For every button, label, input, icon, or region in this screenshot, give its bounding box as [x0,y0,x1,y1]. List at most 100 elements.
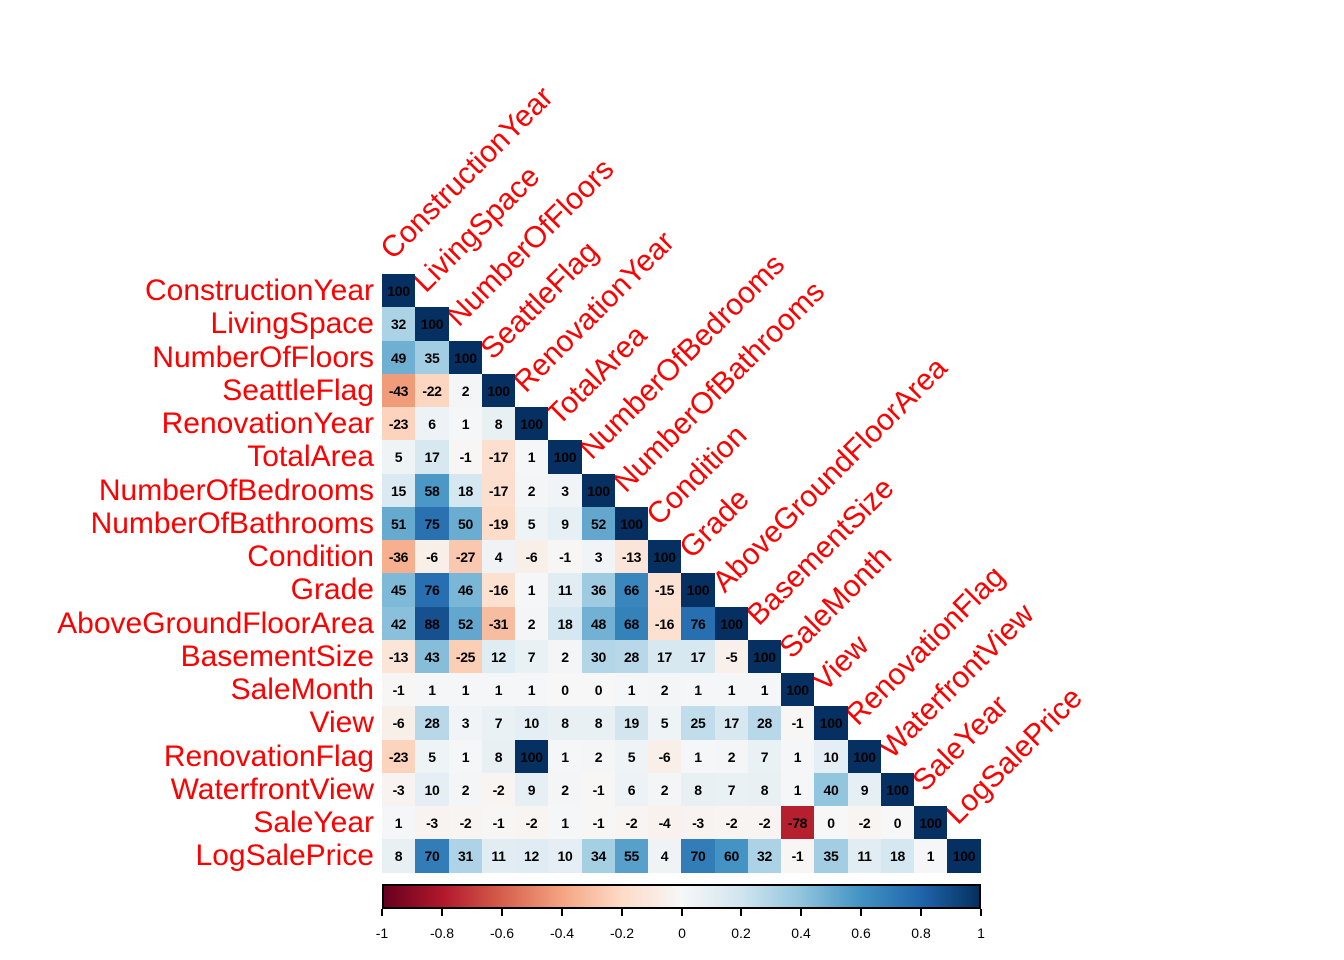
matrix-cell: 100 [515,740,548,773]
matrix-cell: 1 [449,740,482,773]
matrix-cell: 45 [382,573,415,607]
matrix-cell: -2 [748,806,781,839]
matrix-cell: 52 [582,507,615,540]
matrix-cell: -6 [415,540,449,573]
matrix-cell: -23 [382,407,415,440]
matrix-cell: 5 [382,440,415,474]
matrix-cell: 58 [415,474,449,507]
matrix-cell: 2 [515,474,548,507]
row-label-RenovationYear: RenovationYear [161,407,374,441]
matrix-cell: 88 [415,607,449,640]
colorbar-tick-label: -0.2 [609,925,635,941]
matrix-cell: 100 [482,374,515,407]
matrix-cell: -25 [449,640,482,673]
matrix-cell: 2 [548,773,582,806]
matrix-cell: 100 [914,806,947,839]
row-label-BasementSize: BasementSize [180,639,374,673]
matrix-cell: 2 [715,740,748,773]
matrix-cell: -6 [648,740,681,773]
matrix-cell: 32 [748,839,781,873]
row-label-Condition: Condition [247,540,374,574]
row-label-LogSalePrice: LogSalePrice [195,839,374,873]
matrix-cell: 100 [748,640,781,673]
matrix-cell: 48 [582,607,615,640]
matrix-cell: 50 [449,507,482,540]
matrix-cell: -2 [482,773,515,806]
matrix-cell: 100 [814,706,848,740]
matrix-cell: 10 [814,740,848,773]
matrix-cell: 5 [615,740,648,773]
matrix-cell: 7 [515,640,548,673]
row-label-View: View [309,706,374,740]
matrix-cell: 3 [548,474,582,507]
matrix-cell: 76 [415,573,449,607]
matrix-cell: 100 [548,440,582,474]
matrix-cell: 100 [449,341,482,374]
matrix-cell: 18 [449,474,482,507]
matrix-cell: 0 [881,806,914,839]
matrix-cell: 1 [515,673,548,706]
matrix-cell: 5 [648,706,681,740]
colorbar [382,884,981,909]
matrix-cell: 1 [681,740,715,773]
matrix-cell: 6 [415,407,449,440]
matrix-cell: -1 [582,773,615,806]
colorbar-tick-label: 0.6 [851,925,871,941]
colorbar-tick-label: -0.4 [549,925,575,941]
colorbar-tick-label: 0 [678,925,686,941]
row-label-TotalArea: TotalArea [247,440,374,474]
matrix-cell: 76 [681,607,715,640]
colorbar-tick-label: 1 [977,925,985,941]
matrix-cell: 17 [648,640,681,673]
matrix-cell: 8 [482,407,515,440]
matrix-cell: -16 [482,573,515,607]
matrix-cell: 1 [382,806,415,839]
matrix-cell: 2 [548,640,582,673]
matrix-cell: 1 [449,407,482,440]
matrix-cell: 2 [515,607,548,640]
matrix-cell: 0 [814,806,848,839]
matrix-cell: 100 [382,274,415,307]
matrix-cell: -31 [482,607,515,640]
row-label-Grade: Grade [290,573,374,607]
matrix-cell: 8 [482,740,515,773]
row-label-NumberOfBedrooms: NumberOfBedrooms [98,473,374,507]
matrix-cell: 1 [715,673,748,706]
matrix-cell: 46 [449,573,482,607]
matrix-cell: 28 [748,706,781,740]
matrix-cell: 100 [648,540,681,573]
matrix-cell: 100 [515,407,548,440]
matrix-cell: 70 [681,839,715,873]
matrix-cell: 19 [615,706,648,740]
matrix-cell: 1 [781,740,814,773]
matrix-cell: 70 [415,839,449,873]
matrix-cell: 15 [382,474,415,507]
matrix-cell: -17 [482,440,515,474]
matrix-cell: 8 [582,706,615,740]
matrix-cell: -78 [781,806,814,839]
row-label-SaleMonth: SaleMonth [230,673,374,707]
matrix-cell: 100 [881,773,914,806]
matrix-cell: 100 [781,673,814,706]
matrix-cell: 1 [781,773,814,806]
matrix-cell: 17 [681,640,715,673]
colorbar-tick [501,909,503,916]
row-label-NumberOfFloors: NumberOfFloors [152,340,374,374]
matrix-cell: 17 [415,440,449,474]
matrix-cell: 1 [449,673,482,706]
matrix-cell: 60 [715,839,748,873]
matrix-cell: -6 [515,540,548,573]
matrix-cell: 75 [415,507,449,540]
matrix-cell: 55 [615,839,648,873]
matrix-cell: 42 [382,607,415,640]
matrix-cell: 100 [848,740,881,773]
matrix-cell: -17 [482,474,515,507]
matrix-cell: 1 [515,440,548,474]
matrix-cell: 7 [482,706,515,740]
colorbar-tick-label: 0.2 [731,925,751,941]
colorbar-tick-label: -0.6 [489,925,515,941]
matrix-cell: -3 [681,806,715,839]
matrix-cell: 6 [615,773,648,806]
matrix-cell: 3 [582,540,615,573]
matrix-cell: 10 [515,706,548,740]
